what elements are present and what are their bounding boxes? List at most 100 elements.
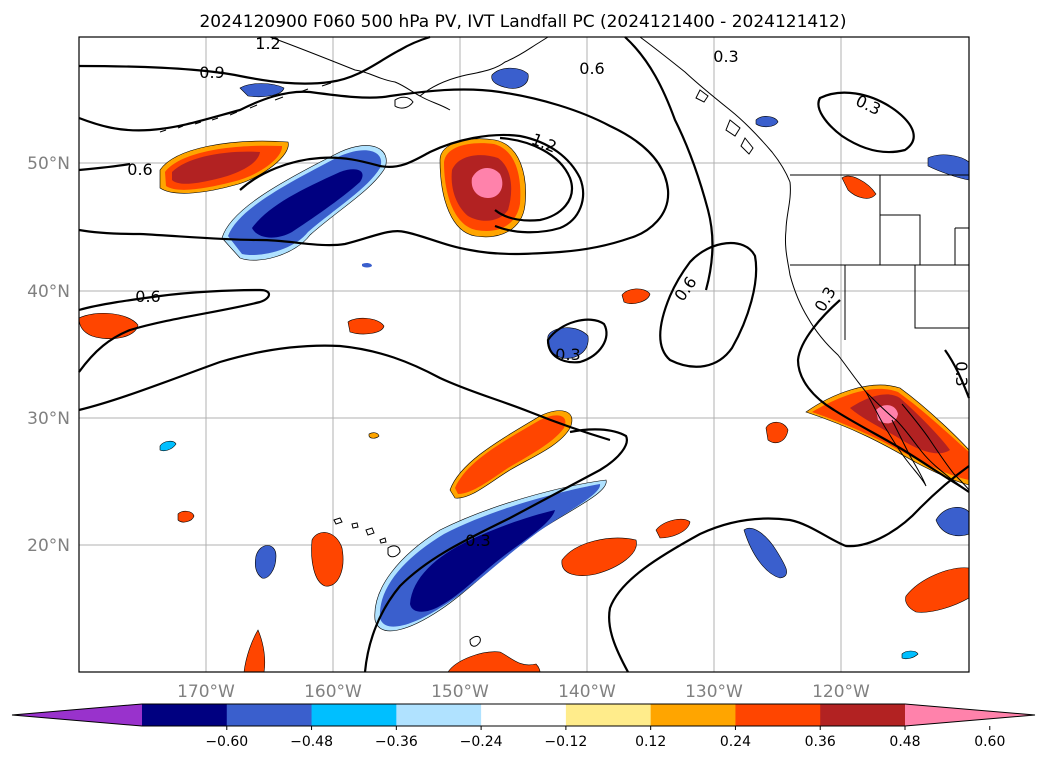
pv-small-positive-150w-bottom [447, 651, 541, 673]
contour-0-3-northeast-loop [817, 91, 915, 154]
map-frame [78, 36, 970, 673]
pv-positive-california-mid [812, 388, 969, 480]
colorbar-tick-label: 0.60 [974, 734, 1005, 750]
colorbar-tick-label: 0.24 [720, 734, 751, 750]
contour-0-6-south-east [608, 465, 970, 673]
longitude-labels: 170°W 160°W 150°W 140°W 130°W 120°W [177, 682, 870, 702]
pv-contours [78, 35, 971, 673]
colorbar-segment [311, 704, 397, 726]
contour-0-6-east-loop [659, 242, 758, 368]
alaska-panhandle [639, 36, 791, 183]
latitude-labels: 50°N 40°N 30°N 20°N [27, 154, 70, 556]
pv-small-negative-north [491, 67, 529, 89]
pv-small-negative-coastal-canada [755, 116, 779, 128]
state-borders [790, 175, 969, 340]
contour-label: 0.9 [199, 63, 224, 82]
mexico-gulf-california [901, 403, 970, 491]
colorbar-segment [481, 704, 567, 726]
contour-0-6-mid [78, 288, 271, 373]
colorbar-tick-label: 0.48 [889, 734, 920, 750]
colorbar-segment [735, 704, 821, 726]
contour-label: 0.3 [555, 345, 580, 364]
colorbar-tick-label: −0.60 [205, 734, 248, 750]
chart-title: 2024120900 F060 500 hPa PV, IVT Landfall… [199, 12, 846, 32]
contour-label: 0.3 [465, 531, 490, 550]
colorbar-extend-min [12, 704, 142, 726]
pv-small-negative-se-corner [901, 650, 919, 660]
contour-0-3-small-loop [546, 318, 608, 364]
contour-0-3-south [363, 428, 628, 673]
pv-positive-inner [172, 151, 260, 184]
aleutian-islands [159, 82, 332, 133]
colorbar-tick-label: −0.36 [375, 734, 418, 750]
small-island-south [469, 635, 481, 647]
pv-small-positive-125w [765, 421, 789, 443]
pv-negative-core [252, 169, 363, 238]
contour-0-3-mexico-right [944, 349, 971, 399]
colorbar-segment [650, 704, 736, 726]
contour-label: 0.6 [127, 160, 152, 179]
contour-0-3-eastern [624, 36, 714, 291]
lat-label: 40°N [27, 282, 70, 302]
lon-label: 150°W [431, 682, 489, 702]
colorbar-tick-label: −0.24 [460, 734, 503, 750]
colorbar-segment [226, 704, 313, 726]
pv-shading [78, 67, 970, 673]
pv-small-dot-40n [362, 262, 372, 268]
lat-label: 20°N [27, 536, 70, 556]
pv-positive-california-core [876, 405, 898, 424]
contour-label: 0.6 [135, 287, 160, 306]
colorbar-segment [396, 704, 482, 726]
pv-negative-baja [743, 528, 787, 579]
colorbar-segment [820, 704, 906, 726]
coastlines [159, 36, 970, 647]
map-background [79, 37, 969, 672]
pv-small-negative-173w [159, 440, 177, 452]
contour-label: 0.3 [952, 361, 971, 386]
contour-0-3-california [796, 299, 970, 493]
lon-label: 130°W [685, 682, 743, 702]
colorbar-tick-label: −0.12 [544, 734, 587, 750]
canada-islands [695, 89, 754, 155]
contour-label: 1.2 [255, 34, 280, 53]
contour-label: 0.6 [579, 59, 604, 78]
contour-1-2-ring [494, 136, 573, 222]
contour-0-6-north-arc [78, 88, 670, 256]
pv-small-positive-155w [347, 317, 385, 335]
contour-0-6-west [78, 162, 131, 172]
kodiak-island [394, 96, 414, 109]
pv-positive-band-subtropic-mid [455, 415, 566, 494]
colorbar-outline [11, 703, 1036, 727]
contour-0-9-north [78, 35, 431, 85]
pv-small-positive-160w-south [311, 532, 344, 587]
north-america-west-coast [785, 181, 970, 493]
lat-label: 50°N [27, 154, 70, 174]
lon-label: 170°W [177, 682, 235, 702]
lon-label: 120°W [812, 682, 870, 702]
contour-label: 0.3 [713, 47, 738, 66]
pv-small-positive-157w [368, 432, 380, 439]
lat-label: 30°N [27, 409, 70, 429]
pv-small-negative-165w-south [254, 545, 277, 579]
pv-small-negative-northwest [239, 83, 285, 98]
colorbar-extend-max [905, 704, 1035, 726]
lon-label: 160°W [304, 682, 362, 702]
colorbar-segment [565, 704, 652, 726]
pv-negative-band-south-core [410, 510, 555, 612]
pv-small-positive-138w [621, 288, 651, 304]
colorbar-segment [142, 704, 228, 726]
colorbar-tick-label: −0.48 [290, 734, 333, 750]
colorbar-tick-label: 0.36 [805, 734, 836, 750]
pv-small-positive-133w-south [655, 518, 691, 539]
pv-small-positive-140w-south [561, 537, 637, 576]
pv-small-positive-172w [177, 510, 195, 523]
colorbar: −0.60 −0.48 −0.36 −0.24 −0.12 0.12 0.24 0.36 0.4… [11, 703, 1036, 750]
lon-label: 140°W [558, 682, 616, 702]
pv-strong-positive-core [471, 168, 503, 198]
map-panel: 1.2 0.9 0.6 0.6 1.2 0.6 0.3 0.3 0.6 0.3 … [78, 34, 971, 673]
contour-0-6-inner-ring [239, 133, 585, 234]
colorbar-tick-label: 0.12 [635, 734, 666, 750]
alaska-coastline [269, 36, 549, 111]
contour-0-3-broad [78, 344, 611, 442]
pv-small-positive-coastal [841, 175, 877, 199]
